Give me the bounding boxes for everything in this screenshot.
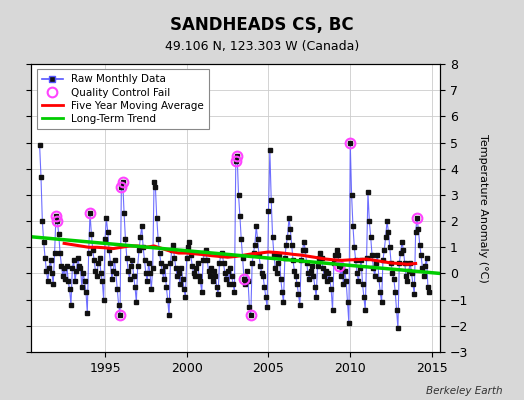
Y-axis label: Temperature Anomaly (°C): Temperature Anomaly (°C) — [478, 134, 488, 282]
Text: SANDHEADS CS, BC: SANDHEADS CS, BC — [170, 16, 354, 34]
Text: 49.106 N, 123.303 W (Canada): 49.106 N, 123.303 W (Canada) — [165, 40, 359, 53]
Legend: Raw Monthly Data, Quality Control Fail, Five Year Moving Average, Long-Term Tren: Raw Monthly Data, Quality Control Fail, … — [37, 69, 209, 129]
Text: Berkeley Earth: Berkeley Earth — [427, 386, 503, 396]
